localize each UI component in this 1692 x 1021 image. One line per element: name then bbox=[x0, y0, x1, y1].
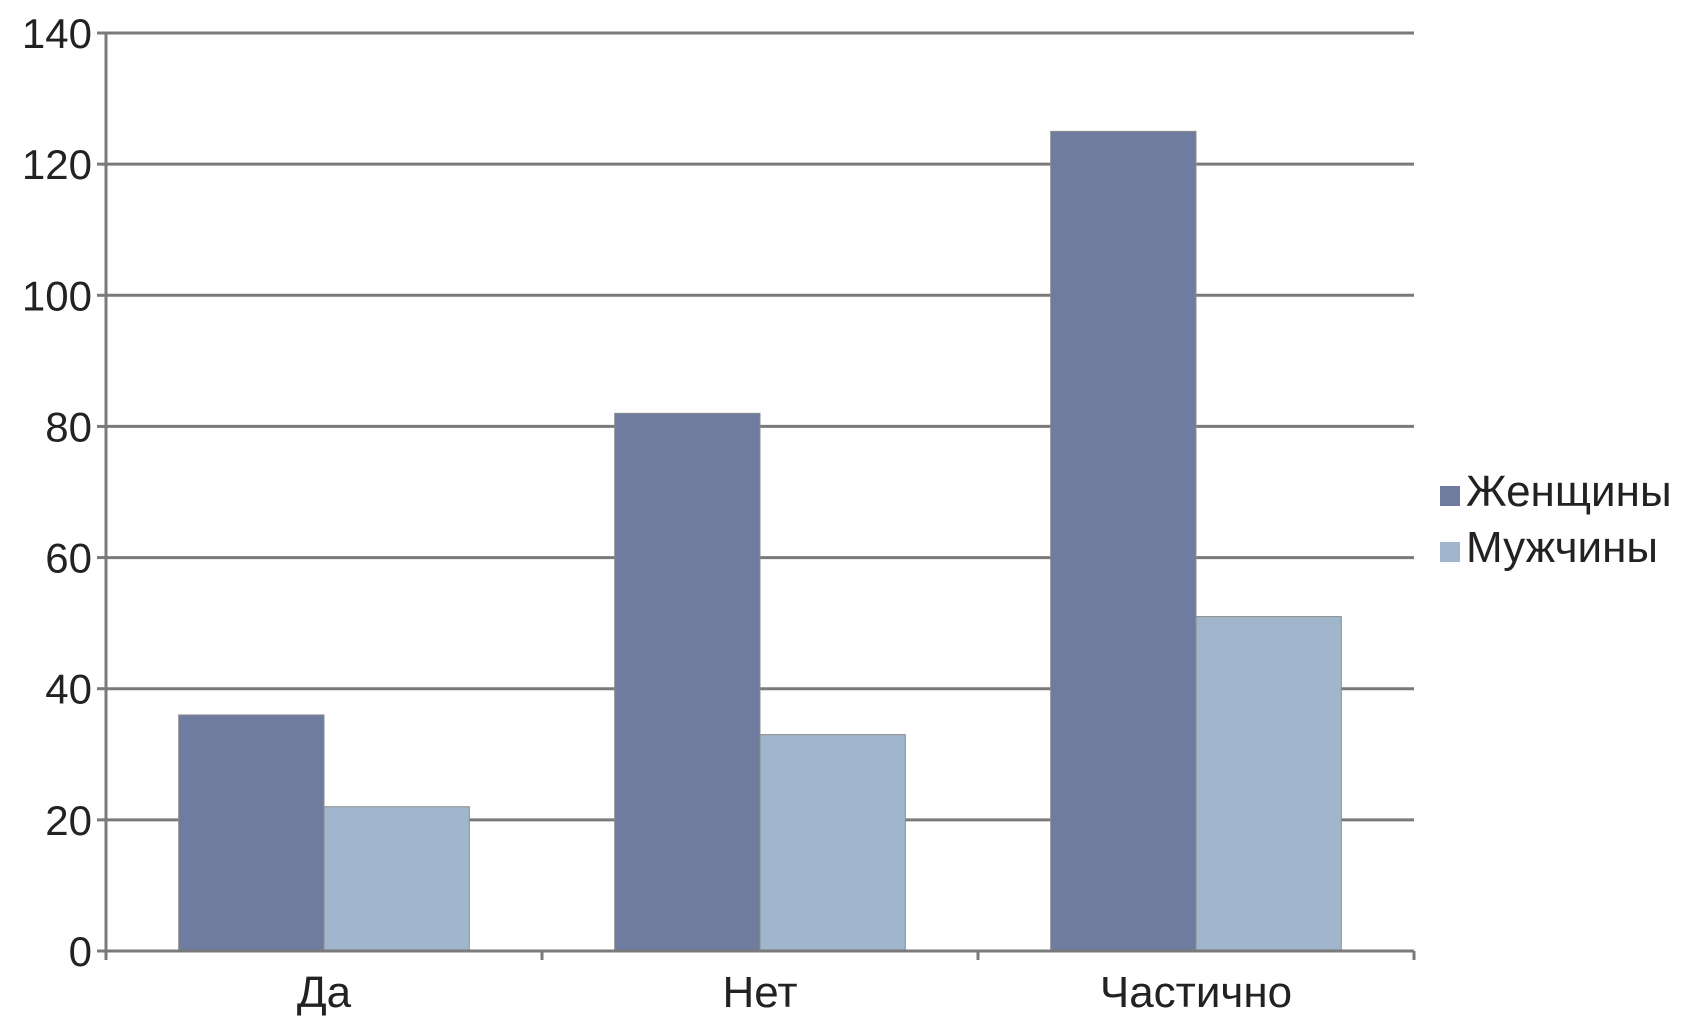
bar-men-0 bbox=[323, 806, 470, 952]
bar-men-1 bbox=[759, 734, 906, 952]
bar-women-2 bbox=[1050, 130, 1197, 952]
bar-men-2 bbox=[1195, 616, 1342, 952]
y-tick-label: 0 bbox=[69, 928, 92, 975]
axes: 0 20 40 60 80 100 120 140 Да Нет Частично bbox=[22, 10, 1416, 1017]
y-tick-label: 100 bbox=[22, 272, 92, 319]
bar-women-1 bbox=[614, 412, 761, 952]
legend-label-men: Мужчины bbox=[1466, 523, 1658, 572]
legend-label-women: Женщины bbox=[1466, 467, 1672, 516]
x-category-label: Нет bbox=[723, 968, 798, 1017]
y-tick-label: 120 bbox=[22, 141, 92, 188]
y-tick-label: 140 bbox=[22, 10, 92, 57]
y-tick-label: 40 bbox=[45, 666, 92, 713]
x-category-label: Да bbox=[297, 968, 352, 1017]
y-tick-label: 60 bbox=[45, 535, 92, 582]
legend: Женщины Мужчины bbox=[1440, 467, 1672, 572]
bar-women-0 bbox=[178, 714, 325, 952]
legend-swatch-women bbox=[1440, 486, 1460, 506]
y-tick-label: 80 bbox=[45, 403, 92, 450]
legend-swatch-men bbox=[1440, 542, 1460, 562]
x-category-label: Частично bbox=[1100, 968, 1292, 1017]
bars bbox=[178, 130, 1342, 952]
y-tick-label: 20 bbox=[45, 797, 92, 844]
